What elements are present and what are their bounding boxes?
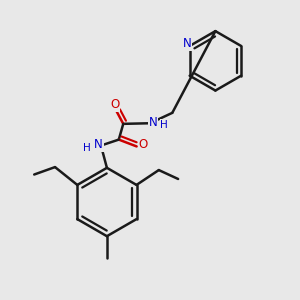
Text: O: O <box>139 138 148 152</box>
Text: N: N <box>94 138 103 152</box>
Text: H: H <box>160 120 168 130</box>
Text: O: O <box>110 98 119 111</box>
Text: N: N <box>183 37 192 50</box>
Text: H: H <box>83 143 91 153</box>
Text: N: N <box>148 116 157 129</box>
